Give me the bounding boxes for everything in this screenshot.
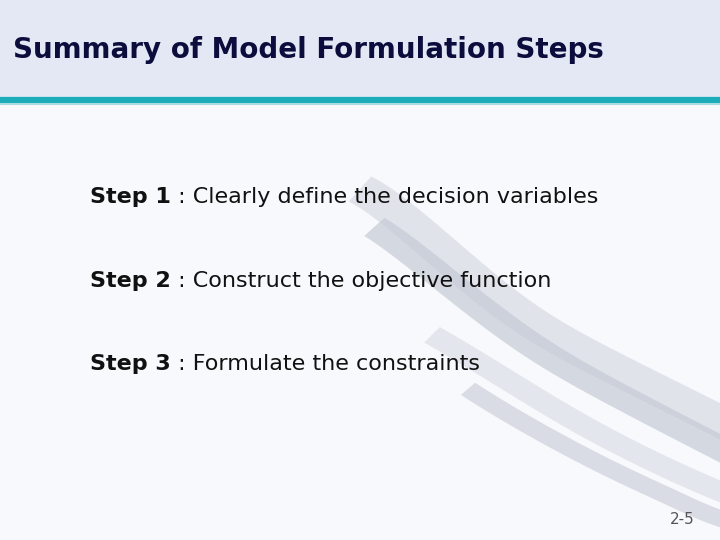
Polygon shape	[461, 383, 720, 540]
Text: Step 3: Step 3	[90, 354, 171, 375]
FancyBboxPatch shape	[0, 100, 720, 540]
Text: : Clearly define the decision variables: : Clearly define the decision variables	[171, 187, 598, 207]
Text: : Formulate the constraints: : Formulate the constraints	[171, 354, 480, 375]
Text: Step 1: Step 1	[90, 187, 171, 207]
Text: Summary of Model Formulation Steps: Summary of Model Formulation Steps	[13, 36, 604, 64]
Polygon shape	[364, 218, 720, 496]
Polygon shape	[424, 327, 720, 527]
Text: 2-5: 2-5	[670, 511, 695, 526]
FancyBboxPatch shape	[0, 0, 720, 100]
Polygon shape	[348, 177, 720, 470]
Text: Step 2: Step 2	[90, 271, 171, 291]
Text: : Construct the objective function: : Construct the objective function	[171, 271, 551, 291]
